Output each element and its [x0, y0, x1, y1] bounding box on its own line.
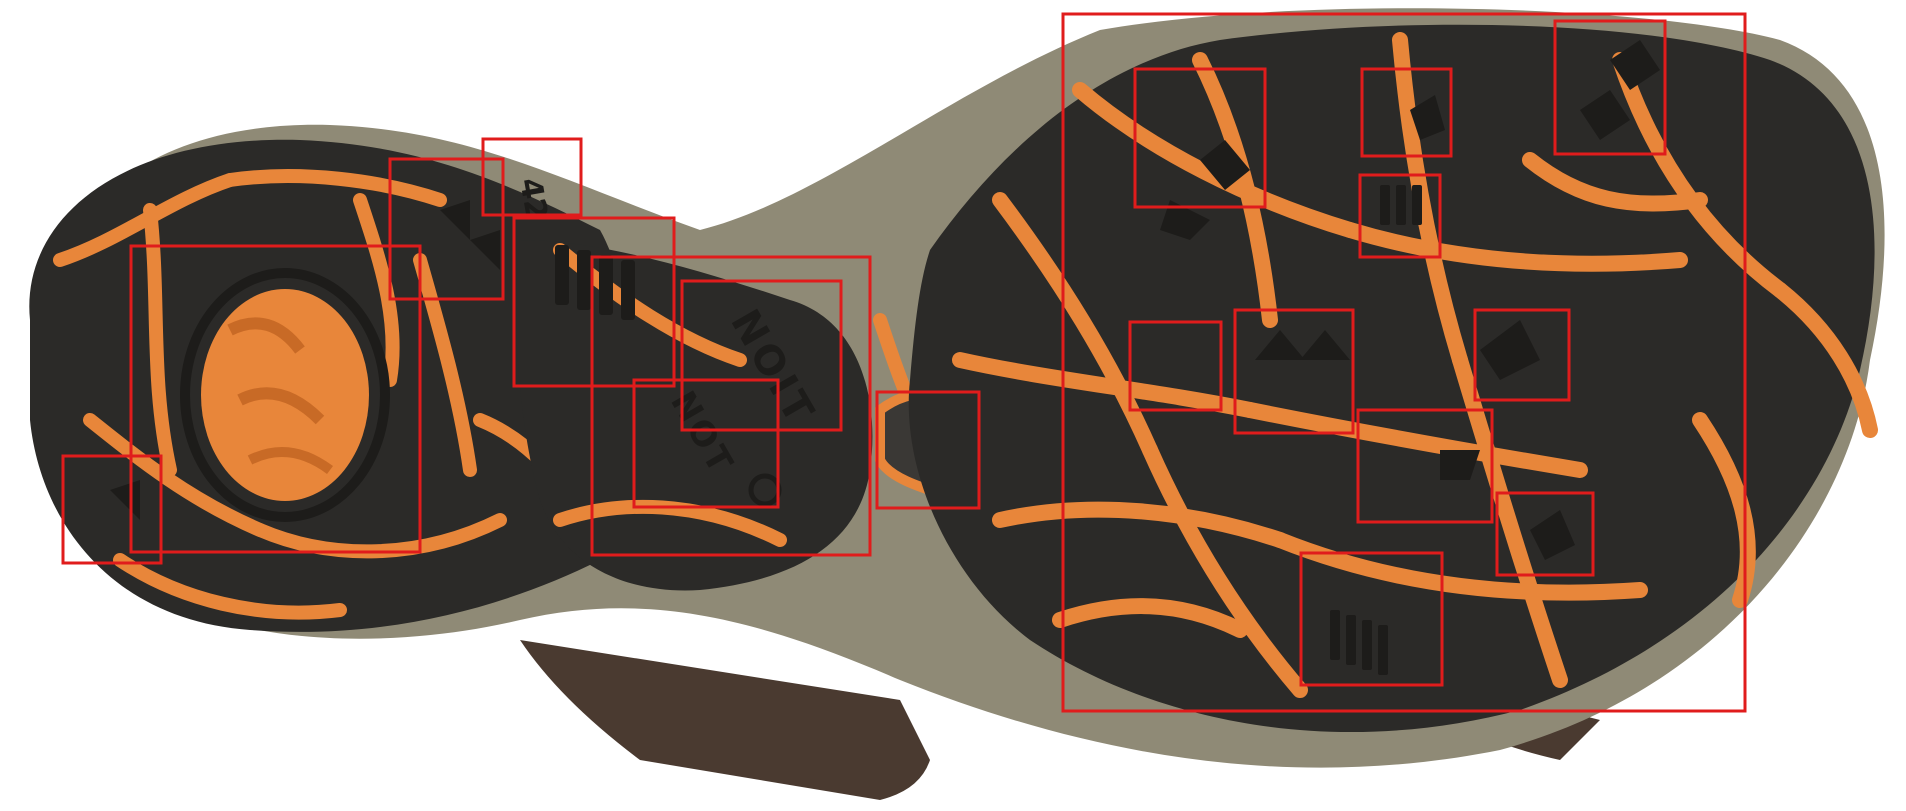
annotation-box: [590, 255, 872, 557]
annotation-box: [1358, 173, 1442, 259]
annotation-box: [632, 378, 780, 509]
annotation-box: [1356, 408, 1494, 524]
forefoot-outsole: [908, 24, 1878, 733]
annotation-boxes: [61, 12, 1747, 713]
annotation-box: [1128, 320, 1223, 412]
annotation-box: [680, 279, 843, 432]
annotation-box: [1299, 551, 1444, 687]
annotation-box: [388, 157, 505, 301]
annotation-box: [129, 244, 422, 554]
annotation-box: [875, 390, 981, 510]
annotation-box: [1133, 67, 1267, 209]
annotation-box: [1473, 308, 1571, 402]
annotation-box: [1061, 12, 1747, 713]
annotation-box: [61, 454, 163, 565]
annotation-box: [1495, 491, 1595, 577]
annotation-box: [1553, 19, 1667, 156]
annotation-box: [1360, 67, 1453, 158]
annotation-box: [481, 137, 583, 217]
annotation-box: [1233, 308, 1355, 435]
annotation-box: [512, 216, 676, 388]
